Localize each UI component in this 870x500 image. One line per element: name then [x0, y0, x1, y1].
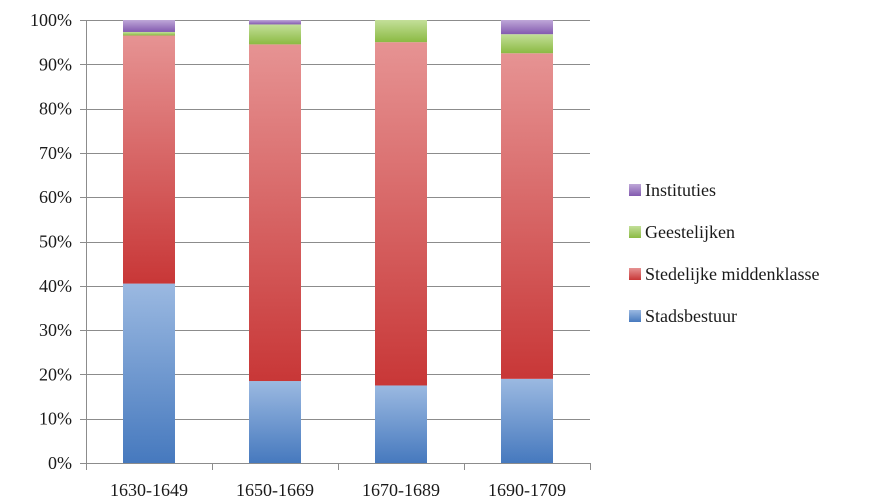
y-tick-label: 80%	[39, 99, 72, 119]
legend-label: Stedelijke middenklasse	[645, 264, 819, 284]
bar-segment-geestelijken-1690-1709	[501, 34, 553, 54]
legend-label: Instituties	[645, 180, 716, 200]
bar-segment-stedelijke-middenklasse-1670-1689	[375, 42, 427, 386]
bar-segment-stadsbestuur-1650-1669	[249, 381, 301, 463]
x-tick-label: 1630-1649	[110, 480, 188, 500]
bar-segment-stadsbestuur-1630-1649	[123, 283, 175, 463]
bar-segment-instituties-1630-1649	[123, 20, 175, 32]
legend-swatch	[629, 226, 641, 238]
x-tick-label: 1650-1669	[236, 480, 314, 500]
y-tick-label: 100%	[30, 10, 72, 30]
bar-segment-stedelijke-middenklasse-1650-1669	[249, 44, 301, 382]
x-tick-labels: 1630-1649 1650-1669 1670-1689 1690-1709	[110, 480, 566, 500]
y-tick-label: 70%	[39, 143, 72, 163]
y-tick-label: 10%	[39, 409, 72, 429]
bar-segment-stedelijke-middenklasse-1630-1649	[123, 35, 175, 284]
x-tick-label: 1690-1709	[488, 480, 566, 500]
bar-segment-geestelijken-1670-1689	[375, 20, 427, 43]
legend-swatch	[629, 184, 641, 196]
bar-segment-instituties-1650-1669	[249, 20, 301, 25]
y-tick-label: 20%	[39, 364, 72, 384]
y-tick-label: 0%	[48, 453, 72, 473]
axes	[80, 20, 591, 470]
x-tick-label: 1670-1689	[362, 480, 440, 500]
legend-label: Stadsbestuur	[645, 306, 737, 326]
y-tick-label: 40%	[39, 276, 72, 296]
y-tick-label: 90%	[39, 54, 72, 74]
legend: Instituties Geestelijken Stedelijke midden…	[629, 180, 819, 326]
y-tick-label: 50%	[39, 232, 72, 252]
y-tick-labels: 0% 10% 20% 30% 40% 50% 60% 70% 80% 90% 100%	[30, 10, 72, 473]
y-tick-label: 60%	[39, 187, 72, 207]
legend-swatch	[629, 268, 641, 280]
bar-segment-geestelijken-1630-1649	[123, 31, 175, 36]
bar-segment-stadsbestuur-1690-1709	[501, 378, 553, 463]
bar-segment-stedelijke-middenklasse-1690-1709	[501, 53, 553, 379]
bar-segment-stadsbestuur-1670-1689	[375, 385, 427, 463]
bars	[123, 20, 553, 463]
legend-label: Geestelijken	[645, 222, 735, 242]
y-tick-label: 30%	[39, 320, 72, 340]
legend-swatch	[629, 310, 641, 322]
bar-segment-instituties-1690-1709	[501, 20, 553, 35]
bar-segment-geestelijken-1650-1669	[249, 24, 301, 45]
